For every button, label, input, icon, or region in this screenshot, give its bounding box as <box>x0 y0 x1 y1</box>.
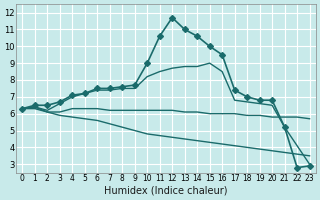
X-axis label: Humidex (Indice chaleur): Humidex (Indice chaleur) <box>104 186 228 196</box>
